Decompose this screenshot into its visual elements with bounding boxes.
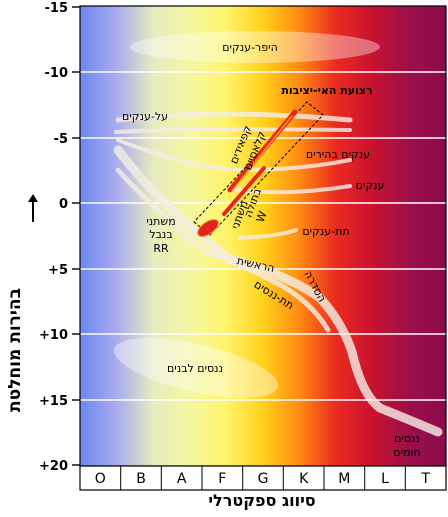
supergiants-track <box>115 111 353 123</box>
main-sequence-track <box>113 145 443 437</box>
spectral-class-label: G <box>258 471 269 487</box>
spectral-class-label: B <box>136 471 146 487</box>
y-tick-label: -10 <box>45 66 69 81</box>
label-brown-dwarfs-2: חומים <box>393 446 420 459</box>
instability-strip <box>193 101 324 237</box>
label-hypergiants: היפר-ענקים <box>222 41 278 54</box>
y-axis: -15 -10 -5 0 +5 +10 +15 +20 בהירות מוחלט… <box>5 1 80 474</box>
spectral-class-label: O <box>95 471 106 487</box>
y-tick-label: +5 <box>48 263 68 278</box>
spectral-class-label: K <box>299 471 309 487</box>
y-tick-label: +10 <box>39 328 68 343</box>
label-subgiants: תת-ענקים <box>302 225 349 238</box>
rr-lyrae-blob <box>197 219 219 237</box>
label-supergiants: על-ענקים <box>122 110 168 123</box>
spectral-class-label: F <box>218 471 226 487</box>
spectral-class-label: T <box>420 471 430 487</box>
y-tick-label: -15 <box>45 1 69 16</box>
label-rr-lyrae-2: בנבל <box>149 228 172 241</box>
label-rr-lyrae-3: RR <box>153 242 169 255</box>
spectral-class-bar <box>79 465 447 491</box>
hypergiants-ellipse <box>130 31 380 63</box>
y-tick-label: -5 <box>54 132 68 147</box>
label-white-dwarfs: ננסים לבנים <box>167 362 223 375</box>
label-brown-dwarfs-1: ננסים <box>394 432 420 445</box>
w-virginis-band <box>222 166 266 216</box>
label-bright-giants: ענקים בהירים <box>306 148 370 161</box>
y-tick-label: +20 <box>39 459 68 474</box>
subdwarfs-track <box>115 167 331 333</box>
x-axis: O B A F G K M L T סיווג ספקטרלי <box>79 465 447 510</box>
y-axis-arrow <box>28 194 38 222</box>
label-giants: ענקים <box>356 179 385 192</box>
spectral-class-label: M <box>338 471 350 487</box>
classical-cepheids-core <box>231 115 293 192</box>
y-axis-title: בהירות מוחלטת <box>5 288 25 412</box>
x-axis-title: סיווג ספקטרלי <box>208 491 315 510</box>
spectral-class-label: L <box>381 471 389 487</box>
bright-giants-track <box>116 138 352 173</box>
label-instability-strip: רצועת האי-יציבות <box>281 84 372 97</box>
y-tick-label: +15 <box>39 394 68 409</box>
subgiants-track <box>238 228 298 240</box>
supergiants-track-2 <box>114 127 352 134</box>
label-rr-lyrae-1: משתני <box>146 215 175 228</box>
label-w-virginis-3: W <box>254 209 270 224</box>
giants-track <box>234 184 352 195</box>
region-shapes <box>113 31 443 437</box>
region-labels: היפר-ענקים על-ענקים רצועת האי-יציבות קפא… <box>122 41 421 459</box>
white-dwarfs-ellipse <box>113 337 279 399</box>
spectral-class-label: A <box>177 471 187 487</box>
y-tick-label: 0 <box>59 197 68 212</box>
